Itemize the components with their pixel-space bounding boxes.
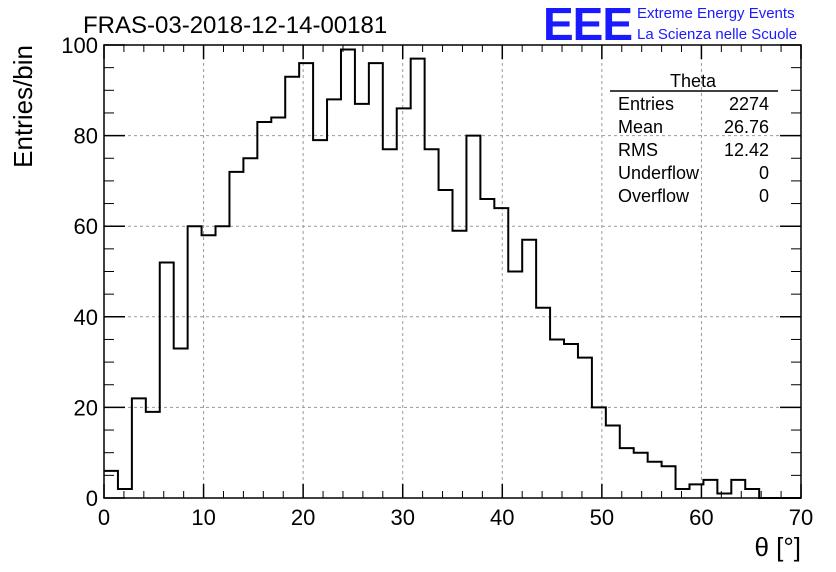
y-tick-label: 20 xyxy=(74,395,98,420)
histogram-bin xyxy=(174,349,188,498)
histogram-bin xyxy=(146,412,160,498)
histogram-bin xyxy=(717,493,731,498)
stats-label: Entries xyxy=(618,94,674,114)
histogram-bin xyxy=(341,50,355,498)
histogram-bin xyxy=(118,489,132,498)
histogram-bin xyxy=(439,190,453,498)
histogram-bin xyxy=(383,149,397,498)
histogram-bin xyxy=(689,484,703,498)
histogram-bin xyxy=(216,226,230,498)
histogram-bin xyxy=(550,339,564,498)
histogram-bin xyxy=(494,208,508,498)
histogram-bin xyxy=(745,489,759,498)
histogram-bin xyxy=(257,122,271,498)
eee-logo: EEE Extreme Energy Events La Scienza nel… xyxy=(543,0,797,50)
histogram-bin xyxy=(536,308,550,498)
histogram-bin xyxy=(285,77,299,498)
x-tick-label: 10 xyxy=(191,505,215,530)
y-tick-label: 100 xyxy=(61,33,98,58)
x-tick-label: 30 xyxy=(390,505,414,530)
histogram-bin xyxy=(313,140,327,498)
x-tick-label: 0 xyxy=(98,505,110,530)
histogram-bin xyxy=(592,407,606,498)
histogram-bin xyxy=(229,172,243,498)
histogram-bin xyxy=(355,104,369,498)
axis-tick-labels: 0 10 20 30 40 50 60 70 0 20 40 60 80 100 xyxy=(61,33,813,530)
stats-label: Mean xyxy=(618,117,663,137)
x-axis-label: θ [°] xyxy=(754,532,801,562)
histogram-line xyxy=(104,48,801,499)
x-tick-label: 20 xyxy=(291,505,315,530)
x-tick-label: 70 xyxy=(789,505,813,530)
y-axis-label: Entries/bin xyxy=(8,45,38,168)
histogram-bin xyxy=(508,272,522,499)
histogram-bin xyxy=(271,117,285,498)
stats-label: Underflow xyxy=(618,163,700,183)
run-title: FRAS-03-2018-12-14-00181 xyxy=(83,12,387,39)
histogram-bin xyxy=(104,471,118,498)
x-tick-label: 40 xyxy=(490,505,514,530)
histogram-bin xyxy=(634,453,648,498)
histogram-bin xyxy=(411,59,425,498)
histogram-bin xyxy=(188,226,202,498)
histogram-bin xyxy=(676,489,690,498)
histogram-bin xyxy=(369,63,383,498)
histogram-bin xyxy=(703,480,717,498)
histogram-bin xyxy=(662,466,676,498)
axis-ticks xyxy=(103,44,802,499)
stats-value: 2274 xyxy=(729,94,769,114)
histogram-bin xyxy=(202,235,216,498)
y-tick-label: 40 xyxy=(74,305,98,330)
histogram-bin xyxy=(327,99,341,498)
y-tick-label: 0 xyxy=(86,486,98,511)
x-tick-label: 60 xyxy=(689,505,713,530)
stats-label: RMS xyxy=(618,140,658,160)
histogram-bin xyxy=(480,199,494,498)
stats-value: 12.42 xyxy=(724,140,769,160)
histogram-bin xyxy=(606,426,620,498)
stats-value: 0 xyxy=(759,186,769,206)
stats-box: Theta Entries 2274 Mean 26.76 RMS 12.42 Underf… xyxy=(610,71,778,206)
stats-title: Theta xyxy=(670,71,717,91)
histogram-bin xyxy=(243,158,257,498)
histogram-bin xyxy=(299,63,313,498)
histogram-bin xyxy=(564,344,578,498)
y-tick-label: 60 xyxy=(74,214,98,239)
stats-value: 26.76 xyxy=(724,117,769,137)
histogram-bin xyxy=(453,231,467,498)
histogram-bin xyxy=(397,108,411,498)
histogram-bin xyxy=(425,149,439,498)
logo-line-1: Extreme Energy Events xyxy=(637,5,795,22)
y-tick-label: 80 xyxy=(74,124,98,149)
stats-label: Overflow xyxy=(618,186,690,206)
stats-rows: Entries 2274 Mean 26.76 RMS 12.42 Underflow 0 Ov… xyxy=(618,94,769,206)
histogram-bin xyxy=(522,240,536,498)
histogram-bin xyxy=(160,262,174,498)
logo-line-2: La Scienza nelle Scuole xyxy=(637,26,797,43)
histogram-bin xyxy=(620,448,634,498)
x-tick-label: 50 xyxy=(590,505,614,530)
histogram-bin xyxy=(648,462,662,498)
logo-mark: EEE xyxy=(543,0,632,50)
stats-value: 0 xyxy=(759,163,769,183)
histogram-bin xyxy=(731,480,745,498)
histogram-bin xyxy=(578,358,592,498)
histogram-bin xyxy=(132,398,146,498)
histogram-bin xyxy=(466,136,480,498)
